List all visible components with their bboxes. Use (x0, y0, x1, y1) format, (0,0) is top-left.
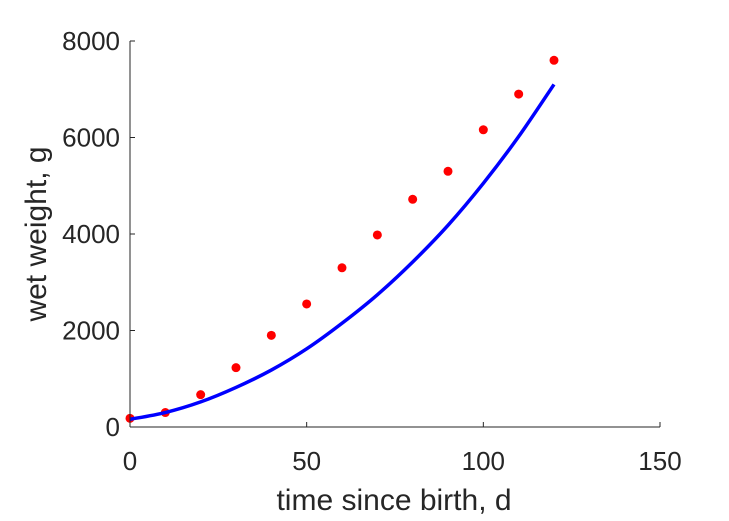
y-ticks: 0 2000 4000 6000 8000 (62, 26, 135, 442)
x-tick-label: 50 (292, 446, 321, 476)
y-tick-label: 8000 (62, 26, 120, 56)
plot-area (125, 55, 559, 423)
data-point (478, 125, 488, 135)
data-point (443, 166, 453, 176)
x-tick-label: 0 (123, 446, 137, 476)
data-point (302, 299, 312, 309)
x-tick-label: 100 (462, 446, 505, 476)
y-tick-label: 6000 (62, 123, 120, 153)
data-point (231, 363, 241, 373)
x-axis-label: time since birth, d (276, 484, 511, 517)
data-point (196, 390, 206, 400)
x-ticks: 0 50 100 150 (123, 422, 682, 476)
y-tick-label: 2000 (62, 316, 120, 346)
data-point (337, 263, 347, 273)
fit-curve-line (129, 83, 556, 421)
y-tick-label: 0 (106, 412, 120, 442)
data-point (549, 55, 559, 65)
y-tick-label: 4000 (62, 219, 120, 249)
data-point (372, 230, 382, 240)
y-axis-label: wet weight, g (20, 146, 53, 322)
x-tick-label: 150 (638, 446, 681, 476)
data-point (514, 89, 524, 99)
data-point (266, 330, 276, 340)
data-point (408, 194, 418, 204)
